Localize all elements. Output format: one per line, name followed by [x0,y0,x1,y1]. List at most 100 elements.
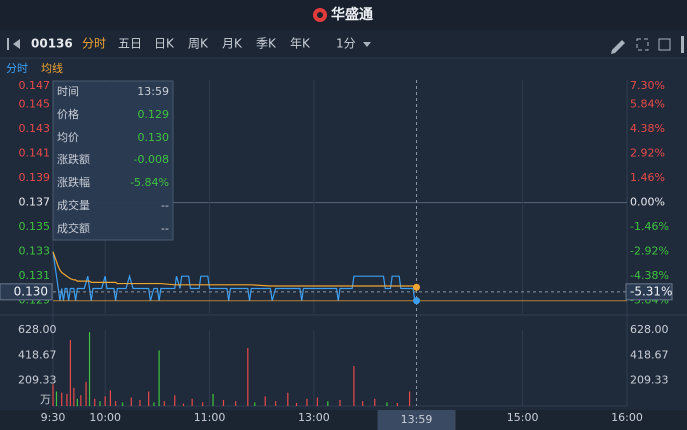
volume-bar [139,399,141,406]
y2-tick-label: 7.30% [630,79,665,92]
volume-unit: 万 [40,393,51,406]
y-tick-label: 0.147 [19,79,51,92]
stock-code: 00136 [31,37,73,51]
volume-bar [158,350,160,406]
fullscreen-icon[interactable] [658,38,671,51]
volume-bar [163,401,165,406]
volume-bar [115,401,117,406]
volume-bar [254,402,256,406]
tooltip-value: 13:59 [137,85,169,98]
draw-icon[interactable] [611,40,625,54]
dropdown-arrow[interactable] [363,42,371,47]
y2-tick-label: 2.92% [630,147,665,160]
y2-tick-label: 5.84% [630,98,665,111]
volume-bar [109,390,111,406]
tooltip-box [52,80,174,241]
crosshair-dot [413,283,421,291]
volume-bar [222,399,225,406]
y-tick-label: 0.135 [19,220,51,233]
x-tick-label: 9:30 [41,411,66,424]
volume-bar [316,397,318,406]
crosshair-y-label: 0.130 [14,284,48,298]
volume-bar [264,396,266,406]
tab[interactable]: 季K [256,37,277,51]
tooltip: 时间 13:59 价格 0.129 均价 0.130 涨跌额 -0.008 涨跌… [52,80,174,241]
volume-bar [339,399,341,406]
side-handle[interactable] [681,36,684,53]
tab-group: 分时 五日 日K 周K 月K 季K 年K [82,37,311,51]
volume-bar [353,366,355,406]
volume-bar [104,396,106,406]
header-bar [0,0,687,30]
y2-tick-label: 0.00% [630,196,665,209]
volume-bar [85,381,87,406]
volume-bar [295,402,298,406]
y-tick-label: 0.145 [19,98,51,111]
x-tick-label: 11:00 [194,411,226,424]
tooltip-label: 时间 [57,85,79,98]
toolbar [0,30,687,58]
tooltip-value: -- [161,222,169,235]
volume-bar [235,401,237,406]
volume-bar [275,401,277,406]
volume-bar [362,401,364,406]
x-tick-label: 16:00 [611,411,643,424]
interval-selector[interactable]: 1分 [336,37,356,51]
tab[interactable]: 周K [188,37,209,51]
y2-tick-label: -1.46% [630,220,669,233]
y2-tick-label: -4.38% [630,269,669,282]
volume-bar [408,391,411,406]
y-tick-label: 0.141 [19,147,51,160]
price-line [52,251,417,288]
volume-bar [52,384,54,406]
tab[interactable]: 分时 [82,37,106,51]
volume-bar [201,402,204,406]
y-tick-label: 0.139 [19,171,51,184]
volume-tick-label: 209.33 [18,374,57,387]
volume-tick-label: 209.33 [630,374,669,387]
logo-icon-hole [317,12,323,18]
volume-bar [130,397,132,406]
plot: 0.147 0.145 0.143 0.141 0.139 0.137 0.135 0.133… [0,79,687,430]
tooltip-value: 0.130 [138,131,170,144]
y-tick-label: 0.143 [19,122,51,135]
volume-bar [94,398,96,406]
back-icon-arrow [13,39,20,49]
expand-icon[interactable] [636,38,649,51]
tab[interactable]: 月K [222,37,243,51]
tooltip-value: -0.008 [134,153,169,166]
volume-bar [287,392,289,406]
back-icon[interactable] [7,38,20,50]
volume-bar [386,402,388,406]
tooltip-label: 成交额 [57,221,90,235]
tab[interactable]: 年K [290,37,311,51]
crosshair-x-label: 13:59 [401,413,433,426]
volume-bar [396,402,398,406]
volume-bar [76,398,78,406]
volume-bar [174,395,176,406]
volume-bar [153,402,155,406]
crosshair-dot [413,297,421,305]
tab[interactable]: 日K [154,37,175,51]
volume-bar [247,347,249,406]
volume-bar [182,403,185,406]
legend-entry: 均线 [41,61,63,75]
volume-tick-label: 418.67 [630,348,669,361]
volume-bar [191,398,193,406]
volume-bar [69,340,71,406]
y2-tick-label: -2.92% [630,245,669,258]
volume-bar [73,387,75,406]
crosshair-x-box [377,410,456,430]
volume-bar [80,395,82,406]
logo-text: 华盛通 [331,6,373,23]
tab[interactable]: 五日 [118,37,142,51]
x-tick-label: 15:00 [507,411,539,424]
x-tick-label: 10:00 [89,411,121,424]
tooltip-value: -5.84% [130,176,169,189]
back-icon-bar [7,38,9,50]
tooltip-label: 价格 [57,107,79,121]
volume-bar [88,332,91,406]
volume-tick-label: 628.00 [630,323,669,336]
volume-bar [327,401,329,406]
